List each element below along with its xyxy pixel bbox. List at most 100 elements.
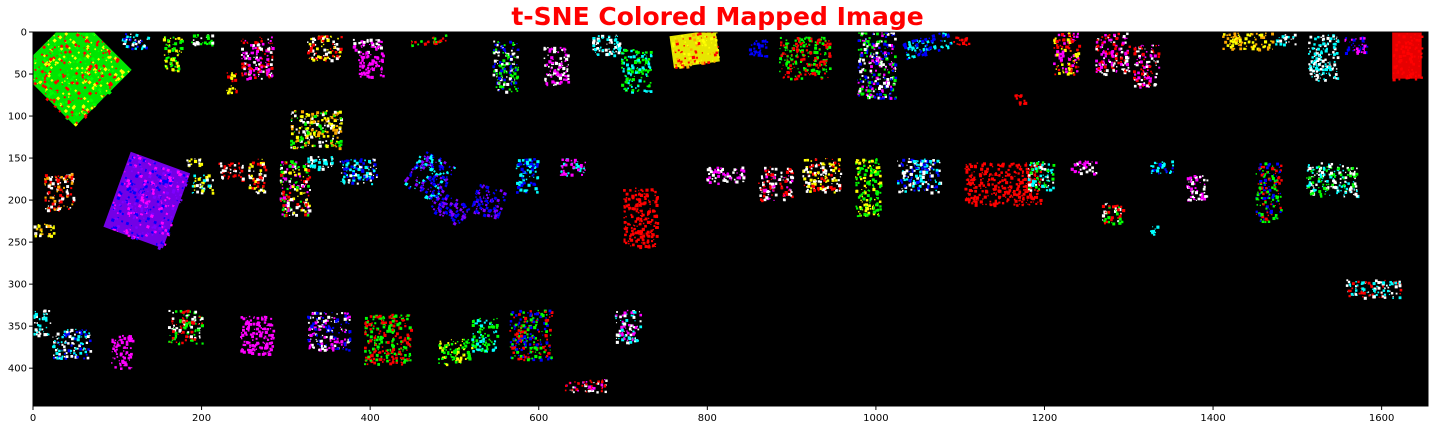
pixel [140,167,144,171]
pixel [955,36,958,40]
segment-37 [33,223,56,238]
pixel [357,177,359,179]
pixel [547,73,550,77]
pixel [151,233,154,236]
pixel [129,163,131,166]
pixel [260,40,263,43]
pixel [45,54,49,57]
pixel [67,175,70,177]
pixel [1071,64,1075,68]
pixel [807,55,810,58]
pixel [883,93,885,96]
pixel [301,207,304,210]
pixel [1237,34,1240,36]
pixel [787,42,790,45]
pixel [179,193,183,197]
pixel [794,78,797,81]
pixel [1335,68,1338,70]
pixel [631,90,634,94]
pixel [648,90,650,92]
pixel [877,56,881,59]
pixel [765,46,768,49]
pixel [518,184,522,187]
pixel [170,65,173,68]
pixel [71,105,76,110]
segment-19 [953,36,971,46]
pixel [164,228,168,233]
pixel [379,74,382,77]
pixel [298,205,301,208]
pixel [780,54,784,57]
pixel [797,74,800,78]
pixel [348,182,350,184]
pixel [271,57,274,59]
pixel [47,74,49,76]
pixel [504,50,507,53]
pixel [411,167,414,171]
pixel [503,67,506,71]
pixel [623,198,625,200]
pixel [1115,69,1118,72]
pixel [1408,46,1411,49]
pixel [293,146,296,149]
pixel [1262,36,1266,40]
pixel [293,164,297,168]
pixel [455,198,459,202]
pixel [269,51,273,54]
pixel [871,55,874,59]
pixel [440,201,443,203]
pixel [370,75,374,79]
pixel [96,84,99,87]
pixel [626,80,629,83]
pixel [646,230,650,234]
pixel [313,134,316,137]
pixel [627,67,631,71]
pixel [51,48,54,51]
pixel [1412,62,1416,66]
pixel [1266,48,1270,51]
pixel [1397,71,1400,74]
pixel [82,110,86,114]
pixel [676,57,679,61]
pixel [643,233,645,235]
pixel [311,58,313,61]
pixel [124,178,128,182]
pixel [339,161,342,163]
pixel [502,198,506,202]
pixel [127,227,131,230]
pixel [520,181,523,184]
pixel [375,42,379,46]
pixel [500,46,504,49]
pixel [764,43,767,45]
pixel [445,172,447,175]
pixel [307,51,310,55]
pixel [815,51,819,55]
pixel [1319,45,1322,48]
pixel [371,42,375,46]
pixel [382,54,385,58]
pixel [1324,79,1327,82]
pixel [142,44,146,48]
pixel [271,58,274,61]
pixel [630,84,633,86]
pixel [1156,83,1158,85]
pixel [1125,55,1129,60]
pixel [368,159,371,163]
pixel [526,189,529,191]
pixel [309,164,313,168]
pixel [818,48,821,51]
pixel [1287,35,1290,39]
pixel [109,82,114,87]
pixel [67,180,69,183]
pixel [701,52,704,54]
pixel [1260,35,1264,39]
pixel [316,113,318,115]
pixel [1102,62,1106,65]
pixel [162,243,165,246]
pixel [352,47,355,49]
pixel [803,41,805,44]
pixel [316,57,318,59]
pixel [1262,45,1265,49]
pixel [362,178,365,181]
pixel [1315,65,1318,67]
